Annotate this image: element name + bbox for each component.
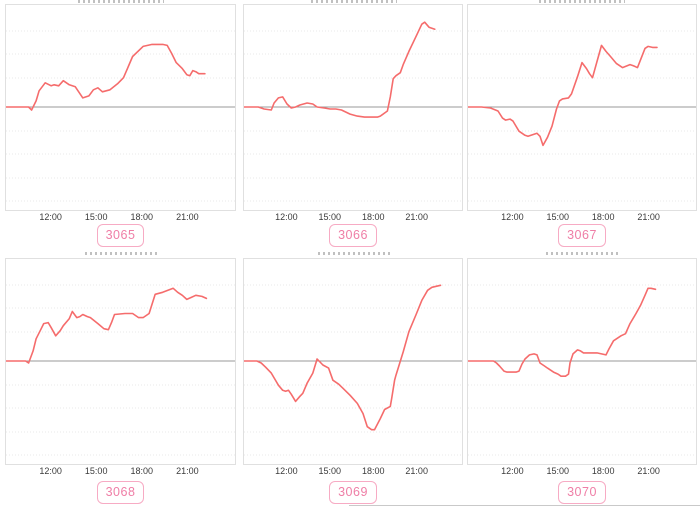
price-line-series — [6, 287, 208, 364]
x-tick-label: 21:00 — [405, 466, 428, 476]
x-tick-label: 12:00 — [39, 212, 62, 222]
price-line-series — [244, 21, 436, 118]
line-chart-canvas — [468, 284, 696, 456]
badge-row: 3070 — [467, 481, 697, 505]
stock-code-badge-3066[interactable]: 3066 — [329, 224, 377, 247]
stock-code-badge-3065[interactable]: 3065 — [96, 224, 145, 247]
badge-row: 3068 — [5, 481, 236, 505]
cropped-chart-title — [318, 252, 390, 255]
price-line-series — [468, 287, 657, 377]
stock-code-badge-3069[interactable]: 3069 — [329, 481, 377, 504]
x-tick-label: 15:00 — [84, 466, 108, 476]
x-axis-3070: 12:00 15:00 18:00 21:00 — [467, 465, 697, 478]
price-chart-3065 — [5, 4, 236, 211]
badge-row: 3066 — [243, 224, 463, 248]
x-tick-label: 15:00 — [318, 466, 342, 476]
stock-code-badge-3068[interactable]: 3068 — [96, 481, 145, 504]
price-chart-3070 — [467, 258, 697, 465]
cropped-chart-title — [539, 0, 625, 3]
x-tick-label: 21:00 — [176, 212, 199, 222]
x-axis-3065: 12:00 15:00 18:00 21:00 — [5, 211, 236, 224]
line-chart-canvas — [6, 30, 235, 202]
x-axis-3068: 12:00 15:00 18:00 21:00 — [5, 465, 236, 478]
price-chart-3067 — [467, 4, 697, 211]
x-axis-3069: 12:00 15:00 18:00 21:00 — [243, 465, 463, 478]
x-tick-label: 21:00 — [176, 466, 199, 476]
x-tick-label: 12:00 — [275, 212, 298, 222]
price-chart-3069 — [243, 258, 463, 465]
x-tick-label: 18:00 — [591, 466, 615, 476]
x-tick-label: 18:00 — [591, 212, 615, 222]
x-tick-label: 15:00 — [546, 212, 570, 222]
x-tick-label: 21:00 — [637, 466, 660, 476]
line-chart-canvas — [6, 284, 235, 456]
x-tick-label: 15:00 — [546, 466, 570, 476]
badge-row: 3069 — [243, 481, 463, 505]
x-tick-label: 15:00 — [318, 212, 342, 222]
x-tick-label: 18:00 — [130, 466, 154, 476]
price-chart-3068 — [5, 258, 236, 465]
x-tick-label: 15:00 — [84, 212, 108, 222]
x-tick-label: 12:00 — [501, 466, 524, 476]
x-tick-label: 12:00 — [275, 466, 298, 476]
cropped-chart-title — [311, 0, 397, 3]
line-chart-canvas — [244, 284, 462, 456]
x-axis-3067: 12:00 15:00 18:00 21:00 — [467, 211, 697, 224]
cropped-chart-title — [546, 252, 618, 255]
x-tick-label: 18:00 — [362, 212, 385, 222]
x-tick-label: 18:00 — [130, 212, 154, 222]
x-tick-label: 21:00 — [637, 212, 660, 222]
stock-code-badge-3070[interactable]: 3070 — [558, 481, 606, 504]
x-tick-label: 18:00 — [362, 466, 385, 476]
cropped-chart-title — [78, 0, 164, 3]
price-line-series — [468, 44, 658, 147]
x-axis-3066: 12:00 15:00 18:00 21:00 — [243, 211, 463, 224]
line-chart-canvas — [468, 30, 696, 202]
badge-row: 3065 — [5, 224, 236, 248]
price-chart-3066 — [243, 4, 463, 211]
x-tick-label: 12:00 — [501, 212, 524, 222]
price-line-series — [6, 43, 206, 111]
line-chart-canvas — [244, 21, 462, 202]
badge-row: 3067 — [467, 224, 697, 248]
stock-code-badge-3067[interactable]: 3067 — [558, 224, 606, 247]
cropped-chart-title — [85, 252, 157, 255]
section-divider — [349, 505, 700, 506]
price-line-series — [244, 284, 442, 431]
x-tick-label: 21:00 — [405, 212, 428, 222]
x-tick-label: 12:00 — [39, 466, 62, 476]
